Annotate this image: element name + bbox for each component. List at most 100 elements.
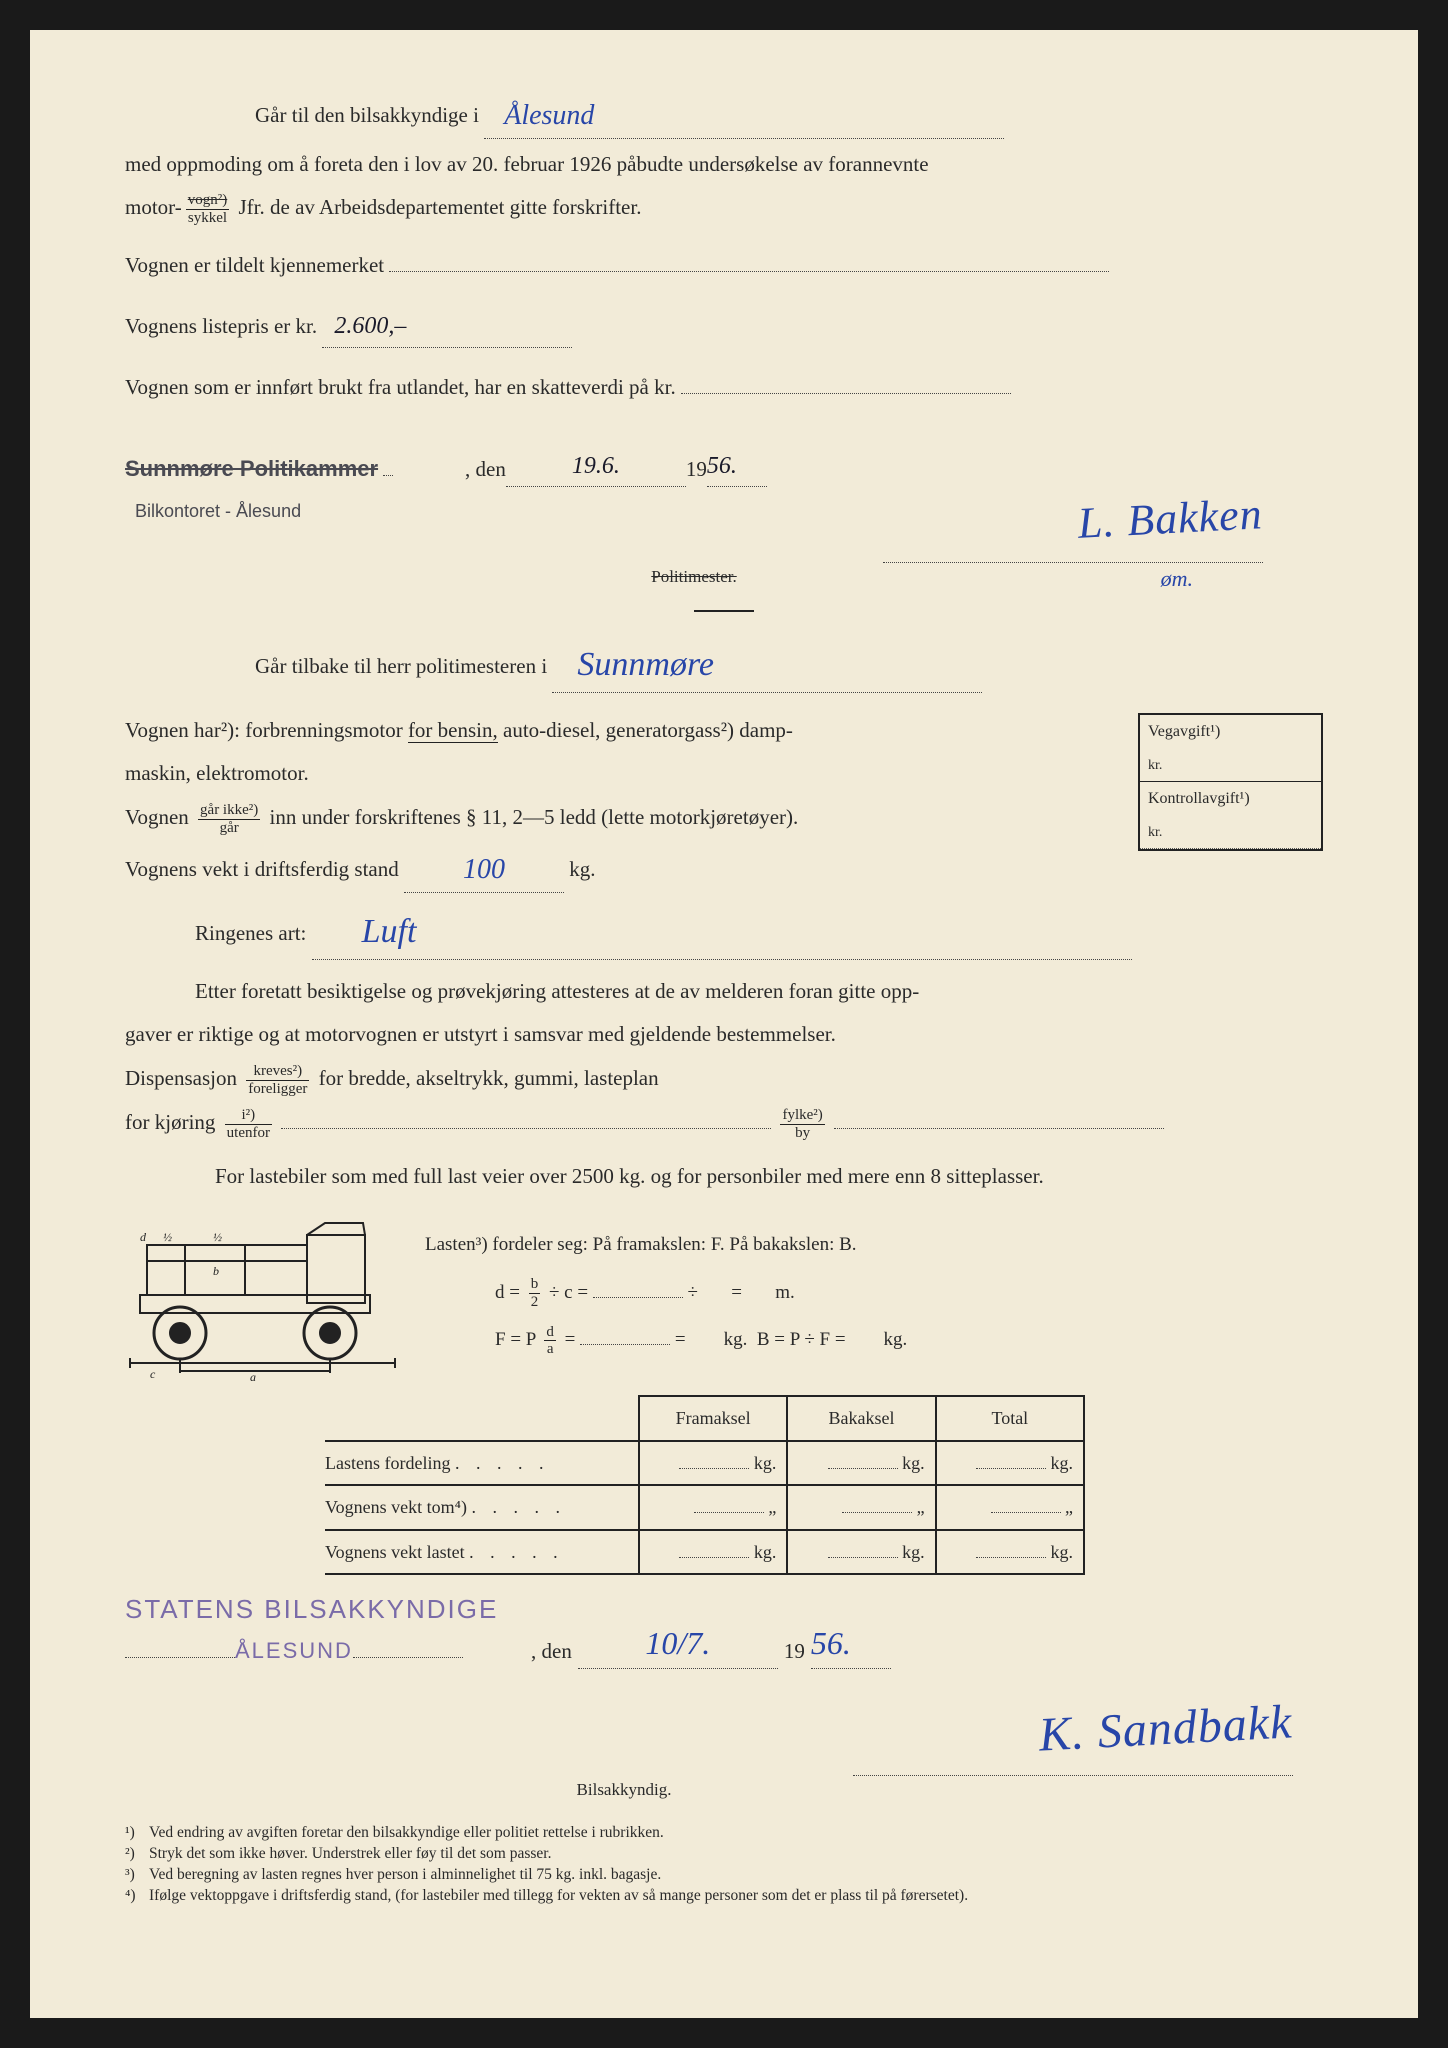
year-prefix: 19 (784, 1634, 805, 1670)
th-total: Total (936, 1396, 1084, 1441)
fordeler-text: Lasten³) fordeler seg: På framakslen: F.… (425, 1221, 1323, 1269)
text: kg. (569, 857, 595, 881)
text: med oppmoding om å foreta den i lov av 2… (125, 152, 929, 176)
table-row: Vognens vekt tom⁴) . . . . . „ „ „ (325, 1485, 1084, 1530)
date-block-1: Sunnmøre Politikammer , den 19.6. 19 56. (125, 446, 1323, 488)
body-section: Vegavgift¹) kr. Kontrollavgift¹) kr. Vog… (125, 713, 1323, 901)
frac-bot: foreligger (246, 1081, 309, 1098)
handwritten-date-2: 10/7. (645, 1616, 710, 1670)
truck-intro: For lastebiler som med full last veier o… (125, 1159, 1323, 1195)
handwritten-date: 19.6. (572, 453, 620, 479)
row-label: Vognens vekt tom⁴) (325, 1497, 467, 1517)
text: Går tilbake til herr politimesteren i (255, 654, 547, 678)
row-label: Lastens fordeling (325, 1453, 450, 1473)
text-den: , den (465, 452, 506, 488)
handwritten-tyre-type: Luft (362, 903, 417, 961)
fraction-vogn-sykkel: vogn²) sykkel (186, 192, 230, 226)
footnotes: ¹)Ved endring av avgiften foretar den bi… (125, 1823, 1323, 1907)
year-prefix: 19 (686, 452, 707, 488)
attest-line-2: gaver er riktige og at motorvognen er ut… (125, 1017, 1323, 1053)
document-page: Går til den bilsakkyndige i Ålesund med … (30, 30, 1418, 2018)
handwritten-strike-note: øm. (1161, 560, 1193, 597)
text: Vognen har²): forbrenningsmotor (125, 718, 408, 742)
text: Dispensasjon (125, 1066, 242, 1090)
truck-diagram: d ½ ½ c a b (125, 1213, 405, 1383)
fee-box: Vegavgift¹) kr. Kontrollavgift¹) kr. (1138, 713, 1323, 851)
text: Vognen som er innført brukt fra utlandet… (125, 375, 676, 399)
weights-table: Framaksel Bakaksel Total Lastens fordeli… (325, 1395, 1085, 1575)
frac-top: går ikke²) (198, 802, 260, 820)
text: auto-diesel, generatorgass²) damp- (498, 718, 793, 742)
fraction-fylke-by: fylke²) by (780, 1107, 824, 1141)
attest-line-1: Etter foretatt besiktigelse og prøvekjør… (125, 974, 1323, 1010)
footnote-4: ⁴)Ifølge vektoppgave i driftsferdig stan… (125, 1886, 1323, 1907)
fee-vegavgift-kr: kr. (1140, 748, 1321, 782)
handwritten-weight: 100 (463, 846, 505, 894)
handwritten-return-location: Sunnmøre (577, 636, 714, 694)
kjoring-line: for kjøring i²) utenfor fylke²) by (125, 1105, 1323, 1141)
stamp-alesund: ÅLESUND (235, 1638, 353, 1663)
handwritten-year-2: 56. (811, 1616, 851, 1670)
handwritten-location: Ålesund (504, 92, 594, 140)
text: Vognens vekt i driftsferdig stand (125, 857, 399, 881)
svg-text:a: a (250, 1370, 256, 1383)
text: for bredde, akseltrykk, gummi, lasteplan (313, 1066, 658, 1090)
frac-top: i²) (225, 1107, 272, 1125)
line-2: med oppmoding om å foreta den i lov av 2… (125, 147, 1323, 183)
return-line: Går tilbake til herr politimesteren i Su… (125, 634, 1323, 693)
formula-f: F = P da = = kg. B = P ÷ F = kg. (425, 1316, 1323, 1364)
stamp-politikammer: Sunnmøre Politikammer (125, 450, 378, 487)
th-bakaksel: Bakaksel (787, 1396, 935, 1441)
text: for kjøring (125, 1110, 221, 1134)
text: motor- (125, 195, 182, 219)
text: Vognens listepris er kr. (125, 314, 317, 338)
fee-kontroll-kr: kr. (1140, 815, 1321, 849)
fee-kontroll-label: Kontrollavgift¹) (1140, 782, 1321, 815)
divider (694, 610, 754, 612)
table-row: Vognens vekt lastet . . . . . kg. kg. kg… (325, 1530, 1084, 1575)
fraction-gar: går ikke²) går (198, 802, 260, 836)
table-header-row: Framaksel Bakaksel Total (325, 1396, 1084, 1441)
line-3: motor- vogn²) sykkel Jfr. de av Arbeidsd… (125, 190, 1323, 226)
fraction-kreves: kreves²) foreligger (246, 1063, 309, 1097)
underlined-bensin: for bensin, (408, 718, 498, 743)
frac-top: vogn²) (186, 192, 230, 210)
frac-bot: går (198, 820, 260, 837)
line-6: Vognen som er innført brukt fra utlandet… (125, 370, 1323, 406)
truck-section: d ½ ½ c a b Lasten³) fordeler seg: På fr… (125, 1213, 1323, 1383)
text: inn under forskriftenes § 11, 2—5 ledd (… (264, 805, 798, 829)
formulas: Lasten³) fordeler seg: På framakslen: F.… (425, 1213, 1323, 1364)
line-1: Går til den bilsakkyndige i Ålesund (125, 90, 1323, 139)
fee-vegavgift-label: Vegavgift¹) (1140, 715, 1321, 748)
frac-bot: sykkel (186, 210, 230, 227)
signature-politimester: L. Bakken (1076, 477, 1265, 561)
svg-text:½: ½ (213, 1230, 222, 1244)
footnote-1: ¹)Ved endring av avgiften foretar den bi… (125, 1823, 1323, 1844)
svg-text:½: ½ (163, 1230, 172, 1244)
fraction-utenfor: i²) utenfor (225, 1107, 272, 1141)
line-5: Vognens listepris er kr. 2.600,– (125, 306, 1323, 348)
vekt-line: Vognens vekt i driftsferdig stand 100 kg… (125, 844, 1323, 893)
row-label: Vognens vekt lastet (325, 1542, 465, 1562)
text: Går til den bilsakkyndige i (255, 103, 479, 127)
text: Jfr. de av Arbeidsdepartementet gitte fo… (239, 195, 642, 219)
svg-text:d: d (140, 1230, 147, 1244)
frac-bot: by (780, 1125, 824, 1142)
stamp-statens: STATENS BILSAKKYNDIGE (125, 1587, 525, 1631)
svg-text:c: c (150, 1367, 156, 1381)
ring-line: Ringenes art: Luft (125, 901, 1323, 960)
th-framaksel: Framaksel (639, 1396, 787, 1441)
signature-bilsakkyndig: K. Sandbakk (1037, 1682, 1295, 1777)
text: Ringenes art: (195, 921, 306, 945)
text: Vognen (125, 805, 194, 829)
sig-label-politimester: Politimester. (651, 567, 736, 586)
svg-text:b: b (213, 1264, 219, 1278)
sig-label-bilsakkyndig: Bilsakkyndig. (125, 1776, 1293, 1805)
table-row: Lastens fordeling . . . . . kg. kg. kg. (325, 1441, 1084, 1486)
handwritten-price: 2.600,– (334, 313, 406, 339)
date-block-2: STATENS BILSAKKYNDIGE ÅLESUND , den 10/7… (125, 1587, 1323, 1669)
footnote-3: ³)Ved beregning av lasten regnes hver pe… (125, 1865, 1323, 1886)
text: Vognen er tildelt kjennemerket (125, 253, 384, 277)
line-4: Vognen er tildelt kjennemerket (125, 248, 1323, 284)
footnote-2: ²)Stryk det som ikke høver. Understrek e… (125, 1844, 1323, 1865)
